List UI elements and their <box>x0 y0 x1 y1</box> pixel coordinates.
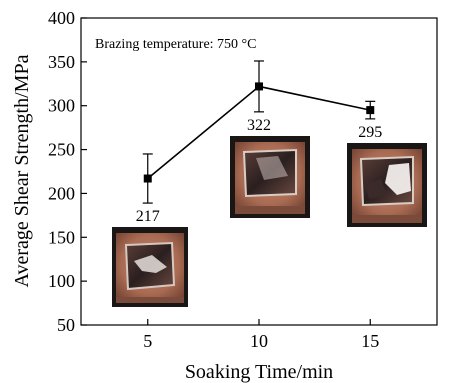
inset-photo-10min <box>230 136 310 218</box>
y-tick-label: 100 <box>48 271 75 291</box>
y-tick-label: 300 <box>48 96 75 116</box>
x-tick-label: 10 <box>250 331 268 351</box>
data-value-label: 217 <box>136 208 160 225</box>
y-tick-label: 200 <box>48 183 75 203</box>
y-tick-label: 250 <box>48 140 75 160</box>
data-value-label: 322 <box>247 117 271 134</box>
y-axis-title: Average Shear Strength/MPa <box>11 54 33 287</box>
x-tick-label: 15 <box>361 331 379 351</box>
inset-photo-5min <box>112 227 188 307</box>
x-tick-label: 5 <box>143 331 152 351</box>
inset-photo-15min <box>347 143 427 227</box>
data-point-marker <box>366 106 375 115</box>
x-axis: 5 10 15 <box>143 319 379 351</box>
y-axis: 50 100 150 200 250 300 350 400 <box>48 8 87 335</box>
y-tick-label: 400 <box>48 8 75 28</box>
x-axis-title: Soaking Time/min <box>185 361 333 383</box>
series-line: 217 322 295 <box>136 60 382 225</box>
data-point-marker <box>143 174 152 183</box>
y-tick-label: 350 <box>48 52 75 72</box>
y-tick-label: 150 <box>48 227 75 247</box>
data-value-label: 295 <box>358 124 382 141</box>
y-tick-label: 50 <box>57 315 75 335</box>
chart-annotation: Brazing temperature: 750 °C <box>95 37 257 52</box>
data-point-marker <box>255 82 263 91</box>
